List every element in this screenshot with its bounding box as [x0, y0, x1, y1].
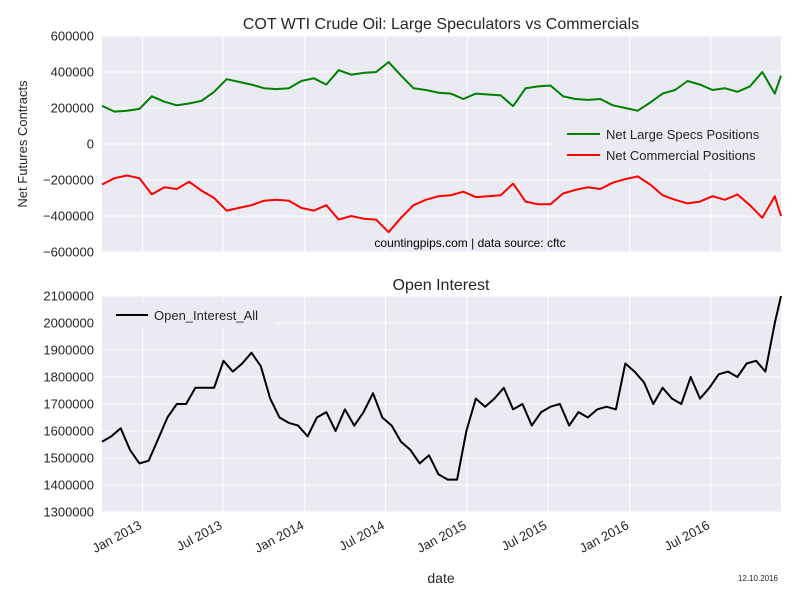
open-interest-panel: 1300000 1400000 1500000 1600000 1700000 18000…: [43, 277, 782, 556]
net-y-tick-label: 600000: [51, 29, 94, 44]
x-tick-label: Jul 2015: [499, 517, 549, 553]
series-line-net-0: [101, 61, 782, 113]
x-tick-label: Jul 2016: [662, 517, 712, 553]
open-interest-title: Open Interest: [393, 277, 491, 294]
net-positions-ylabel: Net Futures Contracts: [15, 80, 30, 208]
series-line-oi-0: [101, 295, 782, 481]
net-positions-panel: −600000 −400000 −200000 0 200000 400000 600000…: [15, 16, 782, 260]
net-y-tick-label: 400000: [51, 65, 94, 80]
x-axis-label: date: [427, 570, 454, 586]
oi-y-tick-label: 1600000: [43, 424, 94, 439]
oi-y-tick-label: 1900000: [43, 343, 94, 358]
x-tick-label: Jul 2014: [336, 517, 386, 553]
oi-y-tick-label: 1300000: [43, 505, 94, 520]
oi-y-tick-label: 1400000: [43, 478, 94, 493]
net-positions-title: COT WTI Crude Oil: Large Speculators vs …: [243, 16, 639, 33]
legend-label-open-interest: Open_Interest_All: [154, 308, 258, 323]
footnote-date: 12.10.2016: [738, 574, 779, 583]
net-positions-legend: Net Large Specs Positions Net Commercial…: [556, 120, 778, 170]
series-line-net-1: [101, 174, 782, 234]
x-tick-label: Jul 2013: [174, 517, 224, 553]
x-tick-label: Jan 2015: [414, 517, 468, 555]
open-interest-legend: Open_Interest_All: [106, 302, 276, 328]
oi-y-tick-label: 2100000: [43, 289, 94, 304]
oi-y-tick-label: 1500000: [43, 451, 94, 466]
legend-label-commercial: Net Commercial Positions: [606, 148, 756, 163]
net-y-tick-label: −600000: [43, 245, 94, 260]
net-y-tick-label: 200000: [51, 101, 94, 116]
net-y-tick-label: −200000: [43, 173, 94, 188]
source-annotation: countingpips.com | data source: cftc: [374, 236, 565, 250]
legend-label-specs: Net Large Specs Positions: [606, 127, 760, 142]
oi-y-tick-label: 1700000: [43, 397, 94, 412]
legend-box: [556, 120, 778, 170]
x-tick-label: Jan 2013: [90, 517, 144, 555]
oi-y-tick-label: 2000000: [43, 316, 94, 331]
net-y-tick-label: −400000: [43, 209, 94, 224]
x-tick-label: Jan 2016: [577, 517, 631, 555]
x-tick-label: Jan 2014: [252, 517, 306, 555]
oi-y-tick-label: 1800000: [43, 370, 94, 385]
net-y-tick-label: 0: [87, 137, 94, 152]
